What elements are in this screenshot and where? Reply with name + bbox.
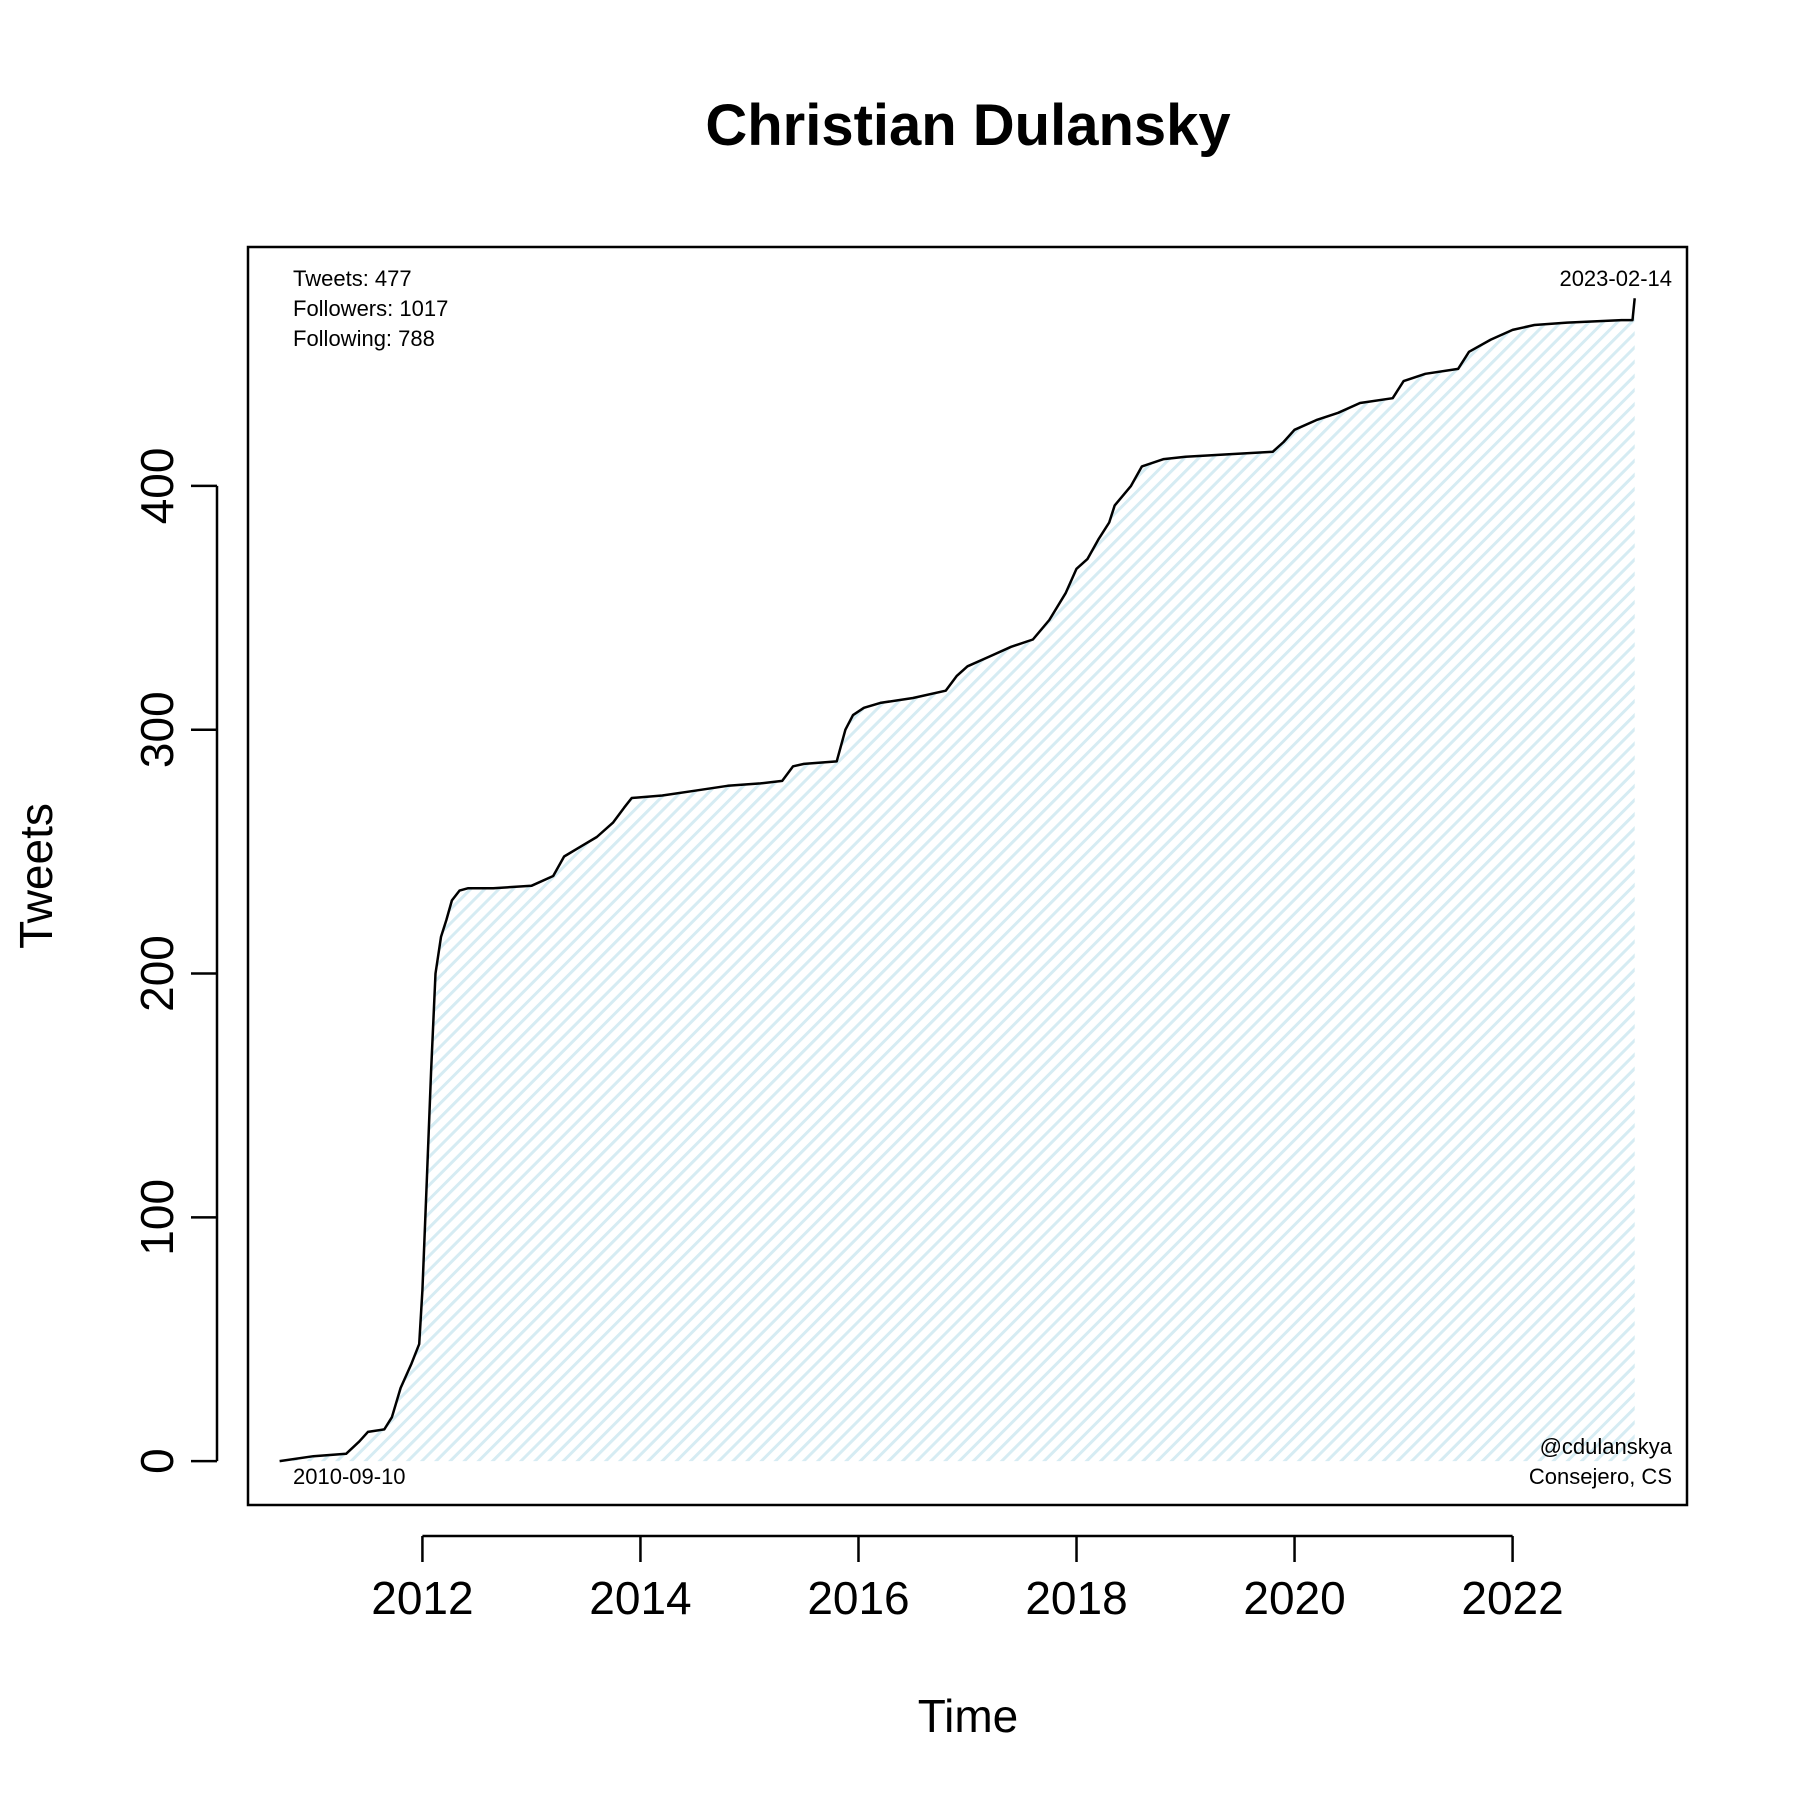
handle-label: @cdulanskya	[1540, 1434, 1673, 1459]
x-tick-label: 2016	[807, 1572, 909, 1624]
stats-following: Following: 788	[293, 326, 435, 351]
stats-tweets: Tweets: 477	[293, 266, 412, 291]
y-tick-label: 200	[131, 935, 183, 1012]
stats-followers: Followers: 1017	[293, 296, 448, 321]
x-tick-label: 2020	[1243, 1572, 1345, 1624]
y-axis-label: Tweets	[10, 803, 62, 949]
y-tick-label: 300	[131, 691, 183, 768]
start-date-label: 2010-09-10	[293, 1464, 406, 1489]
x-axis-label: Time	[918, 1690, 1019, 1742]
series-line	[279, 298, 1636, 1463]
area-fill	[279, 298, 1635, 1462]
y-axis: 0 100 200 300 400	[131, 448, 219, 1474]
role-label: Consejero, CS	[1529, 1464, 1672, 1489]
x-tick-label: 2014	[589, 1572, 691, 1624]
x-axis: 2012 2014 2016 2018 2020 2022	[371, 1534, 1564, 1624]
plot-frame	[246, 245, 1689, 1507]
x-tick-label: 2022	[1461, 1572, 1563, 1624]
x-tick-label: 2018	[1025, 1572, 1127, 1624]
chart-title: Christian Dulansky	[705, 93, 1230, 158]
end-date-label: 2023-02-14	[1559, 266, 1672, 291]
x-tick-label: 2012	[371, 1572, 473, 1624]
y-tick-label: 0	[131, 1448, 183, 1474]
y-tick-label: 400	[131, 448, 183, 525]
y-tick-label: 100	[131, 1179, 183, 1256]
